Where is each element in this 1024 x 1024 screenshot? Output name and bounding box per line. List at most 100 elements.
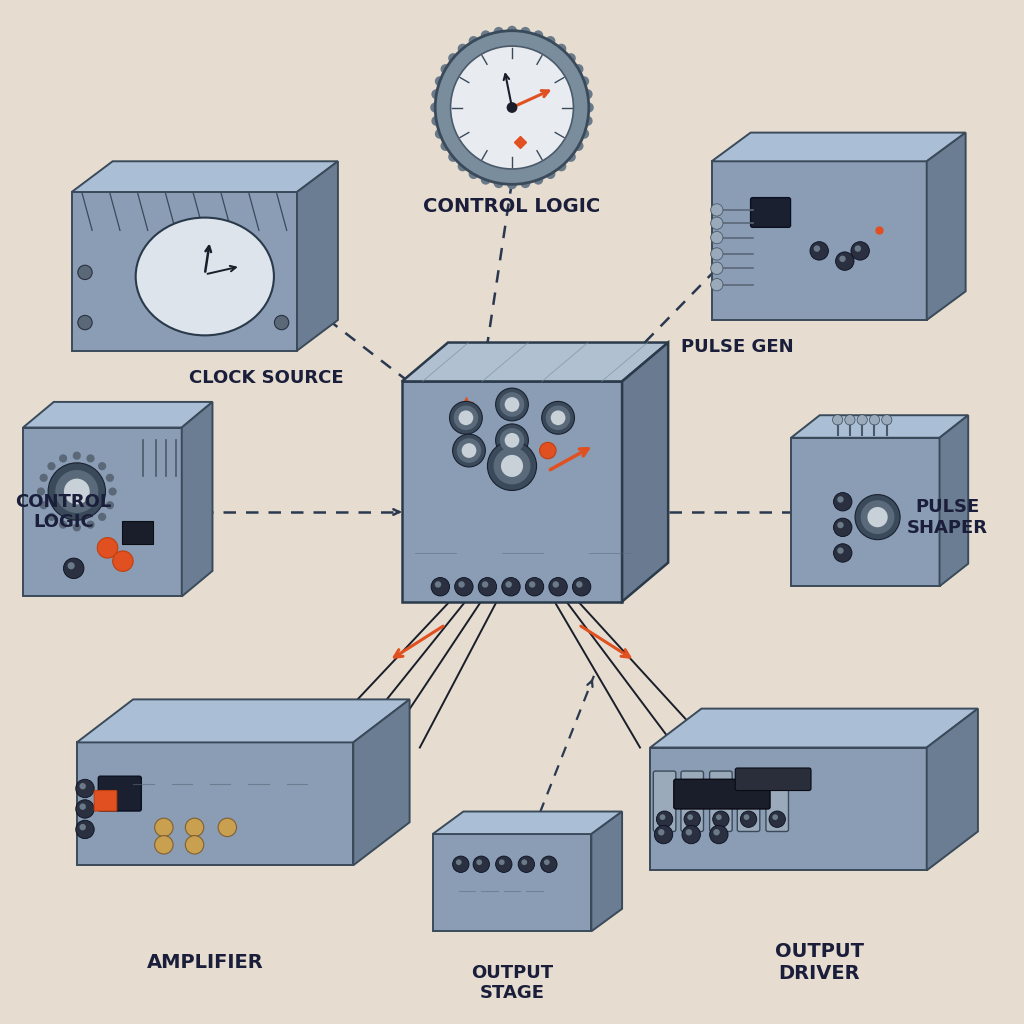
Circle shape	[68, 562, 75, 569]
Circle shape	[494, 178, 504, 188]
Circle shape	[453, 856, 469, 872]
FancyBboxPatch shape	[710, 771, 732, 831]
Circle shape	[855, 495, 900, 540]
Circle shape	[500, 428, 524, 453]
Circle shape	[59, 520, 68, 528]
Circle shape	[551, 411, 565, 425]
Circle shape	[686, 829, 692, 836]
Circle shape	[580, 76, 589, 86]
Circle shape	[451, 46, 573, 169]
Polygon shape	[77, 742, 353, 865]
Circle shape	[838, 497, 844, 503]
Circle shape	[507, 26, 517, 36]
Circle shape	[480, 31, 490, 40]
Polygon shape	[72, 193, 297, 350]
Circle shape	[659, 814, 666, 820]
Circle shape	[63, 558, 84, 579]
Circle shape	[682, 825, 700, 844]
Circle shape	[98, 462, 106, 470]
Circle shape	[583, 116, 593, 126]
Circle shape	[549, 578, 567, 596]
Circle shape	[500, 392, 524, 417]
Text: CLOCK SOURCE: CLOCK SOURCE	[188, 369, 344, 387]
Circle shape	[541, 856, 557, 872]
Circle shape	[469, 36, 478, 46]
Circle shape	[584, 102, 594, 113]
Circle shape	[546, 36, 555, 46]
Circle shape	[714, 829, 720, 836]
FancyBboxPatch shape	[735, 768, 811, 791]
Circle shape	[507, 179, 517, 189]
FancyBboxPatch shape	[653, 771, 676, 831]
Ellipse shape	[135, 218, 274, 336]
Circle shape	[48, 463, 105, 520]
Circle shape	[109, 487, 117, 496]
FancyBboxPatch shape	[122, 521, 153, 544]
Polygon shape	[432, 834, 592, 932]
Circle shape	[494, 447, 530, 484]
Circle shape	[431, 578, 450, 596]
Circle shape	[496, 424, 528, 457]
Circle shape	[882, 415, 892, 425]
Circle shape	[40, 474, 48, 482]
Circle shape	[869, 415, 880, 425]
Circle shape	[454, 406, 478, 430]
Polygon shape	[940, 416, 969, 586]
Text: OUTPUT
STAGE: OUTPUT STAGE	[471, 964, 553, 1002]
Circle shape	[449, 152, 458, 162]
Circle shape	[73, 523, 81, 531]
Circle shape	[431, 89, 441, 99]
Circle shape	[105, 474, 114, 482]
FancyBboxPatch shape	[681, 771, 703, 831]
Circle shape	[76, 779, 94, 798]
Polygon shape	[712, 161, 927, 319]
FancyBboxPatch shape	[737, 771, 760, 831]
Circle shape	[458, 162, 468, 171]
Circle shape	[459, 582, 465, 588]
Circle shape	[494, 27, 504, 37]
Circle shape	[55, 470, 98, 513]
FancyBboxPatch shape	[751, 198, 791, 227]
Circle shape	[525, 578, 544, 596]
Circle shape	[435, 129, 444, 139]
Text: AMPLIFIER: AMPLIFIER	[146, 953, 263, 972]
Circle shape	[37, 487, 45, 496]
Circle shape	[711, 248, 723, 260]
Polygon shape	[791, 416, 969, 438]
Circle shape	[450, 401, 482, 434]
Circle shape	[480, 175, 490, 184]
Circle shape	[838, 522, 844, 528]
Circle shape	[711, 262, 723, 274]
Circle shape	[507, 102, 517, 113]
Circle shape	[218, 818, 237, 837]
Circle shape	[772, 814, 778, 820]
Circle shape	[740, 811, 757, 827]
Circle shape	[457, 438, 481, 463]
Polygon shape	[712, 132, 966, 161]
Circle shape	[534, 175, 544, 184]
Circle shape	[496, 388, 528, 421]
Circle shape	[458, 44, 468, 53]
Circle shape	[580, 129, 589, 139]
Circle shape	[80, 804, 86, 810]
Polygon shape	[401, 382, 623, 602]
Circle shape	[769, 811, 785, 827]
Circle shape	[566, 53, 575, 63]
Circle shape	[838, 548, 844, 554]
Circle shape	[542, 401, 574, 434]
FancyBboxPatch shape	[766, 771, 788, 831]
Circle shape	[40, 501, 48, 509]
Circle shape	[520, 27, 530, 37]
Circle shape	[833, 415, 843, 425]
Circle shape	[506, 582, 512, 588]
Circle shape	[80, 824, 86, 830]
Circle shape	[711, 217, 723, 229]
Circle shape	[834, 493, 852, 511]
Circle shape	[59, 455, 68, 463]
Circle shape	[105, 501, 114, 509]
Circle shape	[478, 578, 497, 596]
Polygon shape	[432, 811, 623, 834]
Circle shape	[710, 825, 728, 844]
Circle shape	[518, 856, 535, 872]
Circle shape	[851, 242, 869, 260]
